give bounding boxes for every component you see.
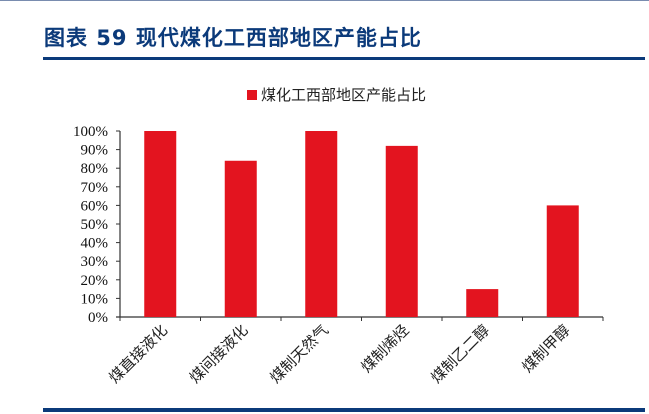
x-tick-label: 煤制乙二醇 — [428, 322, 493, 387]
chart-legend: 煤化工西部地区产能占比 — [247, 84, 426, 105]
figure-title: 图表 59 现代煤化工西部地区产能占比 — [44, 26, 422, 50]
x-tick-label: 煤间接液化 — [187, 322, 252, 387]
top-border — [0, 0, 649, 1]
legend-swatch-icon — [247, 89, 257, 100]
bar — [385, 145, 418, 317]
y-tick-label: 70% — [81, 180, 109, 196]
y-tick-label: 30% — [81, 254, 109, 270]
bar — [224, 160, 257, 317]
bar — [305, 131, 338, 317]
y-tick-label: 20% — [81, 273, 109, 289]
y-tick-label: 10% — [81, 291, 109, 307]
x-tick-label: 煤制甲醇 — [519, 322, 573, 376]
bar — [466, 289, 499, 317]
y-tick-label: 60% — [81, 198, 109, 214]
y-tick-label: 50% — [81, 217, 109, 233]
y-tick-label: 80% — [81, 161, 109, 177]
y-tick-label: 100% — [73, 124, 108, 140]
title-underline — [43, 57, 645, 60]
y-tick-label: 90% — [81, 143, 109, 159]
y-tick-label: 0% — [88, 310, 108, 326]
x-tick-label: 煤直接液化 — [106, 322, 171, 387]
x-tick-label: 煤制天然气 — [267, 322, 332, 387]
y-tick-label: 40% — [81, 236, 109, 252]
bar — [546, 205, 579, 317]
x-tick-label: 煤制烯烃 — [358, 322, 412, 376]
legend-label: 煤化工西部地区产能占比 — [261, 86, 427, 104]
bottom-border — [43, 408, 645, 412]
bar — [144, 131, 177, 317]
